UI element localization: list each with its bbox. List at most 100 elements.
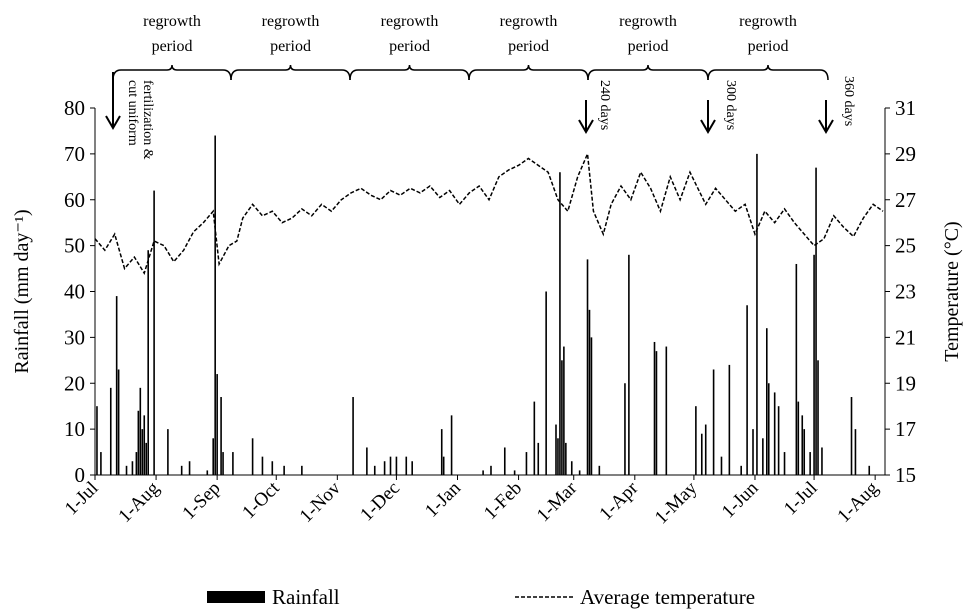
rain-bar xyxy=(411,461,413,475)
rain-bar xyxy=(450,415,453,475)
rain-bar xyxy=(809,452,811,475)
x-tick-label: 1-Jul xyxy=(780,478,822,520)
rain-bar xyxy=(850,397,853,475)
rain-bar xyxy=(756,153,758,475)
y-tick-label: 0 xyxy=(75,463,86,487)
arrow-label: 300 days xyxy=(723,80,738,131)
y-tick-label: 70 xyxy=(64,142,85,166)
rain-bar xyxy=(395,456,398,475)
rain-bar xyxy=(373,465,376,475)
rain-bar xyxy=(561,360,563,475)
rain-bar xyxy=(139,387,142,475)
rain-bar xyxy=(578,470,581,475)
arrow-head xyxy=(105,115,121,130)
rain-bar xyxy=(653,341,656,475)
rain-bar xyxy=(131,461,134,475)
rain-bar xyxy=(145,442,148,475)
rain-bar xyxy=(767,383,770,475)
y-tick-label: 20 xyxy=(64,371,85,395)
rain-bar xyxy=(752,429,754,475)
rain-bar xyxy=(135,452,138,475)
rain-bar xyxy=(803,429,806,475)
rain-bar xyxy=(777,406,780,475)
y2-tick-label: 25 xyxy=(895,234,916,258)
rain-bar xyxy=(188,461,191,475)
rain-bar xyxy=(216,374,218,475)
rain-bar xyxy=(545,291,547,475)
rain-bar xyxy=(712,369,715,475)
brace xyxy=(112,64,232,81)
rain-bar xyxy=(720,456,723,475)
rain-bar xyxy=(503,447,506,475)
y2-tick-label: 21 xyxy=(895,325,916,349)
x-tick-label: 1-Jun xyxy=(718,477,763,522)
rain-bar xyxy=(214,135,216,475)
rain-bar xyxy=(153,190,155,475)
rain-bar xyxy=(695,406,697,475)
rain-bar xyxy=(801,415,804,475)
brace xyxy=(230,64,351,81)
rain-bar xyxy=(389,456,392,475)
rain-bar xyxy=(232,452,234,475)
rain-bar xyxy=(383,461,386,475)
x-tick-label: 1-Aug xyxy=(833,477,883,527)
rain-bar xyxy=(147,250,149,475)
y-tick-label: 40 xyxy=(64,280,85,304)
rain-bar xyxy=(206,470,209,475)
rain-bar xyxy=(813,254,815,475)
rain-bar xyxy=(665,346,668,475)
y2-tick-label: 23 xyxy=(895,280,916,304)
temperature-line xyxy=(94,150,884,275)
rain-bar xyxy=(533,401,536,475)
x-tick-label: 1-Apr xyxy=(595,477,642,524)
rain-bar xyxy=(795,263,798,475)
rain-bar xyxy=(746,305,748,475)
rain-bar xyxy=(628,254,630,475)
rain-bar xyxy=(301,465,303,475)
arrow-label: 240 days xyxy=(597,80,612,131)
rain-bar xyxy=(773,392,776,475)
y-axis-label: Rainfall (mm day⁻¹) xyxy=(11,209,33,373)
rain-bar xyxy=(555,424,557,475)
rain-bar xyxy=(557,438,559,475)
rain-bar xyxy=(143,415,146,475)
x-tick-label: 1-Mar xyxy=(533,477,582,526)
rain-bar xyxy=(366,447,368,475)
rain-bar xyxy=(125,465,128,475)
rain-bar xyxy=(598,465,601,475)
rain-bar xyxy=(563,346,565,475)
rain-bar xyxy=(482,470,484,475)
rain-bar xyxy=(740,465,742,475)
x-tick-label: 1-Feb xyxy=(480,478,526,524)
x-tick-label: 1-Aug xyxy=(114,477,164,527)
y-tick-label: 50 xyxy=(64,234,85,258)
y-tick-label: 10 xyxy=(64,417,85,441)
rain-bar xyxy=(352,397,354,475)
rain-bar xyxy=(137,410,140,475)
y-tick-label: 30 xyxy=(64,325,85,349)
brace xyxy=(349,64,470,81)
rain-bar xyxy=(96,406,98,475)
rain-bar xyxy=(854,429,857,475)
rain-bar xyxy=(212,438,215,475)
annotation: regrowth period xyxy=(380,13,439,55)
rain-bar xyxy=(513,470,516,475)
rain-bar xyxy=(559,172,561,475)
rain-bar xyxy=(765,328,768,475)
rain-bar xyxy=(586,259,589,475)
rain-bar xyxy=(220,397,222,475)
x-tick-label: 1-Jan xyxy=(421,477,465,521)
rain-bar xyxy=(655,351,658,475)
y2-tick-label: 17 xyxy=(895,417,916,441)
rain-bar xyxy=(525,452,528,475)
y2-tick-label: 31 xyxy=(895,96,916,120)
rain-bar xyxy=(405,456,408,475)
y2-tick-label: 27 xyxy=(895,188,916,212)
rain-bar xyxy=(588,309,591,475)
rain-bar xyxy=(440,429,443,475)
rain-bar xyxy=(117,369,120,475)
rain-bar xyxy=(537,442,540,475)
y2-tick-label: 15 xyxy=(895,463,916,487)
rain-bar xyxy=(728,364,731,475)
